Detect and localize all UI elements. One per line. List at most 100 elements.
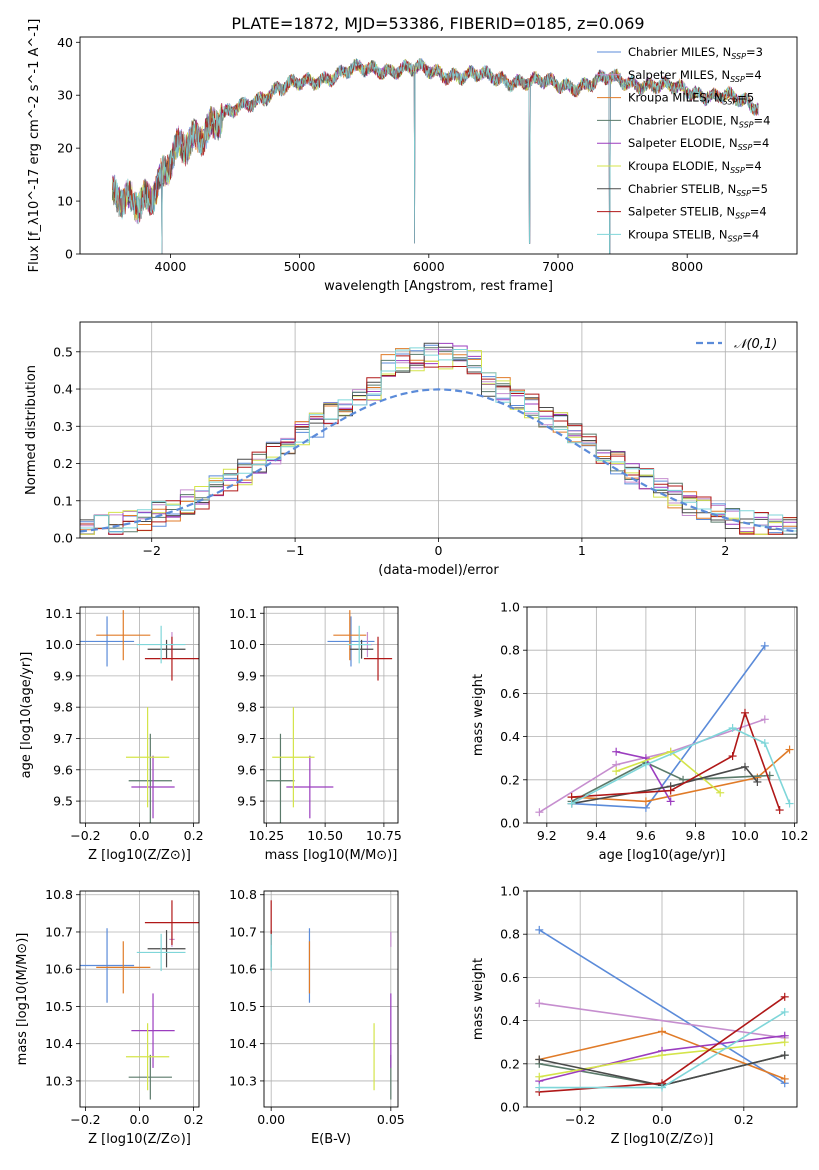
y-tick-label: 0.1	[53, 493, 73, 508]
x-tick-label: 9.2	[537, 828, 557, 843]
legend-label: Chabrier STELIB, NSSP=5	[628, 182, 768, 198]
legend-label: 𝒩(0,1)	[734, 337, 777, 352]
x-tick-label: −0.2	[565, 1112, 595, 1127]
y-tick-label: 0.4	[53, 382, 73, 397]
x-tick-label: 10.25	[248, 828, 284, 843]
y-tick-label: 10.6	[45, 962, 73, 977]
x-axis-label: Z [log10(Z/Z⊙)]	[88, 848, 191, 863]
y-tick-label: 0.6	[500, 970, 520, 985]
x-tick-label: 0.00	[257, 1112, 285, 1127]
histogram-step	[80, 355, 797, 535]
legend-nssp: =4	[745, 159, 762, 173]
x-tick-label: 8000	[671, 259, 703, 274]
x-tick-label: 0.2	[184, 828, 204, 843]
x-tick-label: 10.50	[307, 828, 343, 843]
y-tick-label: 9.5	[53, 794, 73, 809]
plot-area	[112, 57, 759, 254]
x-tick-label: 0.0	[130, 828, 150, 843]
x-axis-label: (data-model)/error	[378, 563, 499, 578]
spectrum-panel: 4000 5000 6000 7000 8000 0 10 20 30 40 wavelength …	[27, 19, 798, 294]
y-tick-label: 10.1	[229, 606, 257, 621]
axes-frame	[263, 890, 399, 1108]
legend-subscript: SSP	[731, 52, 746, 61]
legend-nssp: =5	[737, 91, 754, 105]
y-tick-label: 30	[57, 88, 73, 103]
y-tick-label: 0.0	[500, 1100, 520, 1115]
y-axis-label: mass weight	[471, 958, 486, 1040]
y-tick-label: 9.9	[53, 668, 73, 683]
y-tick-label: 0.2	[500, 772, 520, 787]
plot-area	[80, 610, 199, 823]
legend-subscript: SSP	[730, 166, 745, 175]
y-axis-label: mass [log10(M/M⊙)]	[15, 933, 30, 1066]
y-tick-label: 9.7	[237, 731, 257, 746]
mass-weight-line	[539, 1002, 785, 1039]
x-axis-label: Z [log10(Z/Z⊙)]	[88, 1132, 191, 1147]
x-tick-label: 0	[435, 543, 443, 558]
y-tick-label: 0.2	[53, 456, 73, 471]
x-tick-label: 9.8	[685, 828, 705, 843]
y-tick-label: 0.2	[500, 1056, 520, 1071]
y-tick-label: 0.6	[500, 686, 520, 701]
y-tick-label: 0.8	[500, 643, 520, 658]
y-tick-label: 10.1	[45, 606, 73, 621]
histogram-step	[80, 349, 797, 535]
y-tick-label: 10.3	[229, 1073, 257, 1088]
plot-area	[270, 900, 392, 1100]
normal-reference-curve	[80, 388, 797, 533]
y-tick-label: 0.3	[53, 419, 73, 434]
y-tick-label: 10.0	[45, 637, 73, 652]
legend-nssp: =4	[752, 136, 769, 150]
legend-nssp: =4	[750, 205, 767, 219]
mass-weight-line	[571, 761, 770, 803]
legend-label: Chabrier ELODIE, NSSP=4	[628, 113, 770, 129]
x-tick-label: 6000	[413, 259, 445, 274]
x-tick-label: 0.2	[184, 1112, 204, 1127]
mass-weight-line	[538, 929, 786, 1084]
x-axis-label: E(B-V)	[311, 1132, 351, 1147]
x-tick-label: 0.2	[734, 1112, 754, 1127]
legend-nssp: =4	[754, 113, 771, 127]
legend-subscript: SSP	[735, 212, 750, 221]
legend-nssp: =5	[751, 182, 768, 196]
residual-panel: −2 −1 0 1 2 0.0 0.1 0.2 0.3 0.4 0.5 (data-model)/er…	[24, 321, 798, 578]
x-axis-label: mass [log10(M/M⊙)]	[265, 848, 398, 863]
y-tick-label: 10.6	[229, 962, 257, 977]
y-tick-label: 9.6	[237, 762, 257, 777]
legend-subscript: SSP	[723, 98, 738, 107]
y-axis-label: Flux [f_λ10^-17 erg cm^-2 s^-1 A^-1]	[27, 19, 42, 273]
legend-nssp: =4	[745, 68, 762, 82]
y-tick-label: 1.0	[500, 600, 520, 615]
axes-frame	[263, 606, 399, 824]
legend-subscript: SSP	[730, 75, 745, 84]
plot-area	[266, 610, 393, 823]
legend-nssp: =4	[742, 227, 759, 241]
y-tick-label: 9.8	[237, 700, 257, 715]
age-z-panel: −0.2 0.0 0.2 9.5 9.6 9.7 9.8 9.9 10.0 10.1 Z [log1…	[19, 606, 204, 863]
y-tick-label: 9.6	[53, 762, 73, 777]
x-tick-label: 5000	[284, 259, 316, 274]
y-tick-label: 0	[65, 247, 73, 262]
x-tick-label: −0.2	[70, 1112, 100, 1127]
legend-nssp: =3	[746, 45, 763, 59]
panels: 4000 5000 6000 7000 8000010203040wavelength …	[15, 19, 808, 1147]
y-tick-label: 10.4	[45, 1036, 73, 1051]
x-tick-label: 10.2	[781, 828, 809, 843]
x-axis-label: Z [log10(Z/Z⊙)]	[611, 1132, 714, 1147]
x-axis-label: wavelength [Angstrom, rest frame]	[324, 279, 553, 294]
x-tick-label: 0.0	[130, 1112, 150, 1127]
x-tick-label: 0.05	[377, 1112, 405, 1127]
spectrum-line	[112, 58, 759, 254]
legend-subscript: SSP	[728, 234, 743, 243]
y-tick-label: 10.7	[45, 924, 73, 939]
y-tick-label: 10.5	[229, 999, 257, 1014]
mass-weight-line	[571, 765, 759, 805]
y-tick-label: 10.5	[45, 999, 73, 1014]
plot-area	[80, 900, 199, 1100]
y-tick-label: 20	[57, 141, 73, 156]
age-mass-panel: 10.25 10.50 10.75 9.5 9.6 9.7 9.8 9.9 10.0 10.1 ma…	[229, 606, 402, 863]
y-tick-label: 10.8	[229, 887, 257, 902]
legend-subscript: SSP	[738, 143, 753, 152]
y-axis-label: Normed distribution	[24, 365, 39, 495]
